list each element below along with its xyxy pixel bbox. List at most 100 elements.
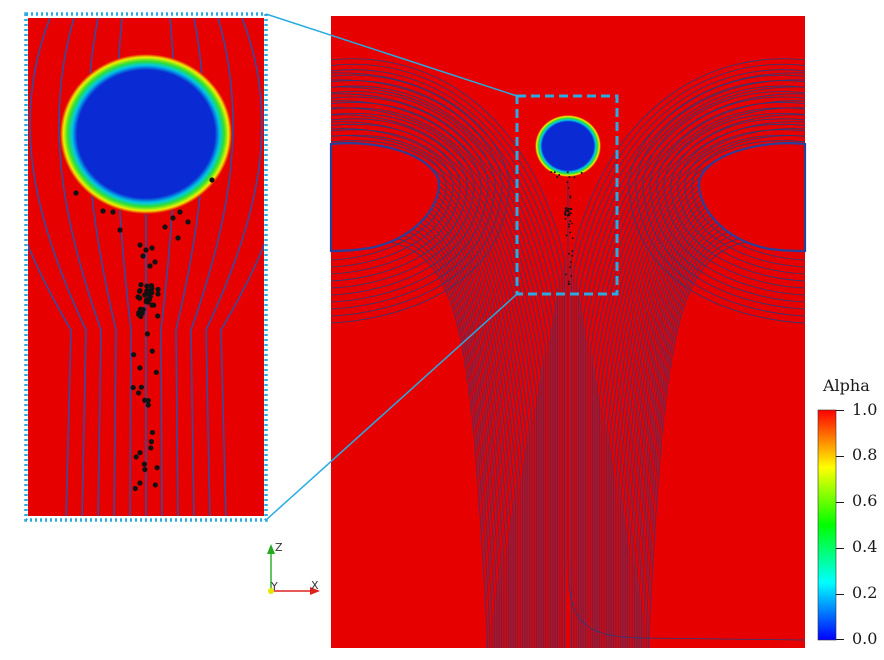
streamline xyxy=(331,74,558,648)
streamline xyxy=(331,91,551,648)
streamline xyxy=(331,63,563,648)
particle xyxy=(155,291,161,297)
particle xyxy=(177,209,183,215)
particle xyxy=(567,187,570,189)
particle xyxy=(147,294,153,300)
streamline xyxy=(331,123,537,648)
streamline xyxy=(331,72,510,324)
streamline xyxy=(582,85,805,648)
particle xyxy=(144,288,150,294)
particle xyxy=(152,259,158,265)
streamline xyxy=(649,93,805,303)
zoom-connector-bottom xyxy=(265,293,518,521)
particle xyxy=(140,253,146,259)
colorbar-tick-label: 0.8 xyxy=(852,445,878,464)
streamline xyxy=(684,128,805,268)
zoom-connector-top xyxy=(265,13,518,97)
particle xyxy=(185,219,191,225)
particle xyxy=(565,273,567,276)
particle xyxy=(135,390,142,396)
particle xyxy=(553,171,556,174)
streamline xyxy=(642,86,805,310)
particle xyxy=(571,222,573,225)
streamline xyxy=(331,93,489,303)
particle xyxy=(73,190,79,196)
zoom-inset-frame xyxy=(24,12,268,522)
particle xyxy=(570,261,572,264)
particle xyxy=(142,466,148,473)
particle xyxy=(155,286,161,293)
particle xyxy=(138,282,144,288)
streamline xyxy=(331,135,447,261)
particle xyxy=(566,181,569,184)
streamline xyxy=(29,18,87,516)
particle xyxy=(117,227,123,233)
particle xyxy=(154,465,160,471)
colorbar-tick xyxy=(836,410,844,411)
particle xyxy=(550,171,553,174)
particle xyxy=(147,263,153,269)
particle xyxy=(100,208,106,214)
colorbar-tick xyxy=(836,456,844,457)
axis-label-x: X xyxy=(311,579,319,592)
particle xyxy=(569,220,572,222)
streamline xyxy=(585,91,805,648)
streamline xyxy=(331,86,496,310)
streamline xyxy=(635,79,805,317)
particle xyxy=(568,207,571,210)
particle xyxy=(566,214,569,217)
particle xyxy=(571,254,573,257)
particle-trail-zoom xyxy=(73,177,215,492)
streamline xyxy=(331,114,468,282)
streamline xyxy=(596,118,805,648)
axis-label-y: Y xyxy=(271,580,278,593)
colorbar-tick xyxy=(836,639,844,640)
particle xyxy=(568,223,571,226)
colorbar-tick-label: 0.6 xyxy=(852,491,878,510)
particle-trail-main xyxy=(550,171,583,285)
particle xyxy=(110,209,116,215)
streamline xyxy=(190,18,234,516)
particle xyxy=(564,207,567,210)
alpha-colorbar xyxy=(817,409,837,641)
particle xyxy=(170,215,176,221)
streamline xyxy=(331,85,554,648)
particle xyxy=(569,266,571,268)
streamline xyxy=(331,58,565,648)
particle xyxy=(149,429,156,436)
particle xyxy=(568,175,571,178)
particle xyxy=(570,275,573,277)
streamline xyxy=(573,63,805,648)
particle xyxy=(569,196,572,199)
particle xyxy=(153,369,159,375)
particle xyxy=(571,237,574,240)
particle xyxy=(209,177,215,183)
streamline xyxy=(331,107,475,289)
particle xyxy=(568,225,570,228)
particle xyxy=(137,365,143,371)
particle xyxy=(130,384,136,391)
particle xyxy=(141,461,148,467)
particle xyxy=(144,297,150,303)
colorbar-tick-label: 0.4 xyxy=(852,537,878,556)
streamline xyxy=(571,58,805,648)
zoom-region-box xyxy=(515,94,619,296)
particle xyxy=(556,175,559,178)
particle xyxy=(145,402,151,408)
particle xyxy=(564,217,567,220)
particle xyxy=(175,235,181,241)
particle xyxy=(568,252,570,255)
particle xyxy=(144,331,151,337)
particle xyxy=(149,302,155,308)
particle xyxy=(148,439,154,445)
colorbar-tick xyxy=(836,502,844,503)
particle xyxy=(135,294,141,300)
particle xyxy=(145,397,151,404)
particle xyxy=(569,231,572,234)
particle xyxy=(567,207,570,210)
colorbar-title: Alpha xyxy=(823,376,870,395)
particle xyxy=(137,480,143,486)
streamline xyxy=(331,121,461,275)
particle xyxy=(565,209,568,212)
particle xyxy=(131,352,137,358)
